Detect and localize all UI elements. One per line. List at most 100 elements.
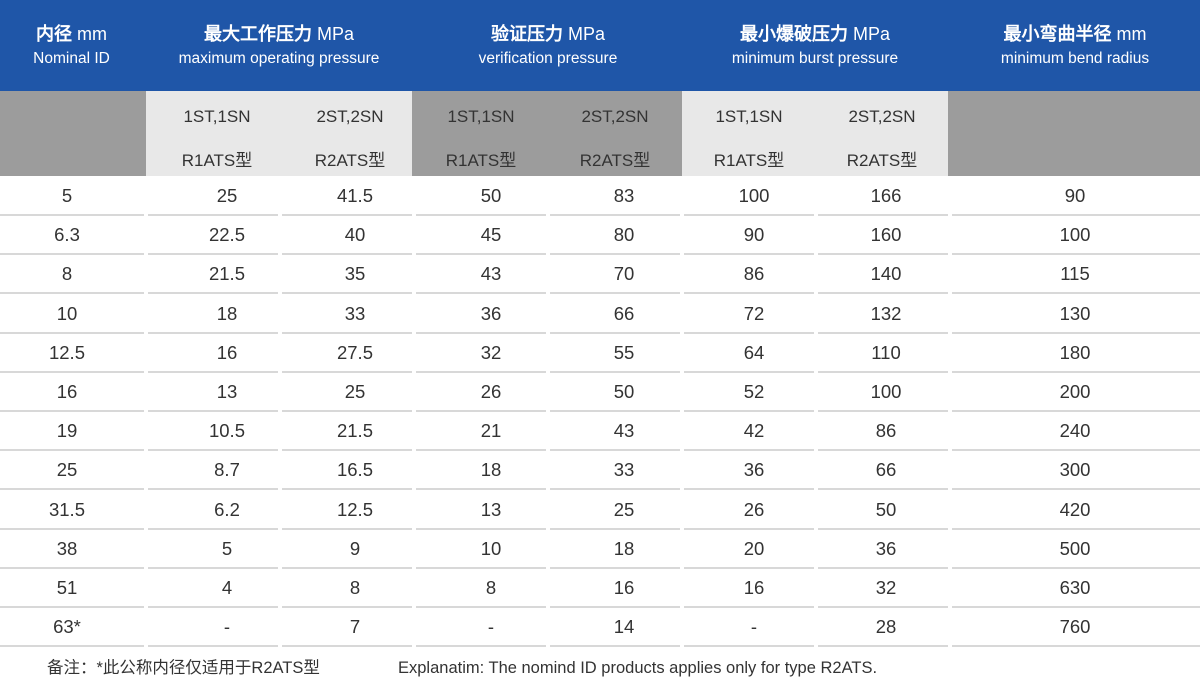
header-nominal-id-unit: mm bbox=[77, 24, 107, 44]
subheader-label-line2: R2ATS型 bbox=[579, 151, 651, 170]
table-cell: 6.2 bbox=[214, 499, 240, 520]
table-cell: 32 bbox=[480, 342, 502, 363]
header-nominal-id: 内径 mm Nominal ID bbox=[0, 0, 143, 91]
table-cell: 55 bbox=[613, 342, 635, 363]
subheader-group-burst bbox=[682, 91, 948, 176]
table-cell: 13 bbox=[480, 499, 502, 520]
header-max-operating-pressure-unit: MPa bbox=[317, 24, 355, 44]
table-cell: 760 bbox=[1059, 616, 1091, 637]
row-divider bbox=[0, 253, 1200, 255]
table-cell: 18 bbox=[216, 303, 238, 324]
header-max-operating-pressure: 最大工作压力 MPa maximum operating pressure bbox=[146, 0, 412, 91]
table-cell: 10.5 bbox=[208, 420, 245, 441]
table-cell: 18 bbox=[480, 459, 502, 480]
table-cell: 25 bbox=[56, 459, 78, 480]
table-cell: 45 bbox=[480, 224, 502, 245]
table-cell: - bbox=[487, 616, 495, 637]
table-row: 19 10.5 21.5 21 43 42 86 240 bbox=[0, 412, 1200, 451]
subheader-label-line2: R2ATS型 bbox=[846, 151, 918, 170]
header-max-operating-pressure-en: maximum operating pressure bbox=[178, 50, 380, 67]
subheader-label-line1: 2ST,2SN bbox=[581, 107, 649, 126]
table-cell: 100 bbox=[1059, 224, 1091, 245]
header-verification-pressure-unit: MPa bbox=[568, 24, 606, 44]
table-row: 31.5 6.2 12.5 13 25 26 50 420 bbox=[0, 491, 1200, 530]
table-cell: 35 bbox=[344, 263, 366, 284]
table-row: 16 13 25 26 50 52 100 200 bbox=[0, 373, 1200, 412]
table-cell: 200 bbox=[1059, 381, 1091, 402]
row-divider bbox=[0, 292, 1200, 294]
table-cell: 36 bbox=[743, 459, 765, 480]
table-cell: 6.3 bbox=[54, 224, 80, 245]
header-verification-pressure-en: verification pressure bbox=[478, 50, 618, 67]
table-cell: 5 bbox=[61, 185, 73, 206]
table-cell: 180 bbox=[1059, 342, 1091, 363]
table-cell: 80 bbox=[613, 224, 635, 245]
table-cell: 140 bbox=[870, 263, 902, 284]
table-cell: 8 bbox=[485, 577, 497, 598]
table-cell: 42 bbox=[743, 420, 765, 441]
table-cell: 18 bbox=[613, 538, 635, 559]
table-cell: 630 bbox=[1059, 577, 1091, 598]
subheader-label-line1: 2ST,2SN bbox=[848, 107, 916, 126]
table-cell: 20 bbox=[743, 538, 765, 559]
table-cell: 8 bbox=[61, 263, 73, 284]
table-cell: 12.5 bbox=[48, 342, 85, 363]
table-cell: 19 bbox=[56, 420, 78, 441]
row-divider bbox=[0, 410, 1200, 412]
table-cell: 16 bbox=[613, 577, 635, 598]
table-cell: 27.5 bbox=[336, 342, 373, 363]
table-cell: 38 bbox=[56, 538, 78, 559]
table-cell: 16 bbox=[56, 381, 78, 402]
table-cell: 50 bbox=[613, 381, 635, 402]
table-cell: 13 bbox=[216, 381, 238, 402]
table-cell: 300 bbox=[1059, 459, 1091, 480]
table-row: 10 18 33 36 66 72 132 130 bbox=[0, 295, 1200, 334]
table-cell: 32 bbox=[875, 577, 897, 598]
table-cell: 83 bbox=[613, 185, 635, 206]
table-cell: 16 bbox=[216, 342, 238, 363]
row-divider bbox=[0, 449, 1200, 451]
table-cell: 43 bbox=[480, 263, 502, 284]
header-nominal-id-zh: 内径 bbox=[35, 24, 72, 44]
table-row: 51 4 8 8 16 16 32 630 bbox=[0, 569, 1200, 608]
table-cell: 500 bbox=[1059, 538, 1091, 559]
table-cell: 5 bbox=[221, 538, 233, 559]
table-header bbox=[0, 0, 1200, 91]
row-divider bbox=[0, 332, 1200, 334]
subheader-label-line2: R1ATS型 bbox=[181, 151, 253, 170]
table-cell: 50 bbox=[480, 185, 502, 206]
table-cell: 86 bbox=[875, 420, 897, 441]
table-cell: 7 bbox=[349, 616, 361, 637]
header-min-bend-radius-en: minimum bend radius bbox=[1000, 50, 1150, 67]
row-divider bbox=[0, 567, 1200, 569]
table-cell: 10 bbox=[56, 303, 78, 324]
table-cell: 70 bbox=[613, 263, 635, 284]
table-cell: 25 bbox=[613, 499, 635, 520]
table-cell: 21.5 bbox=[208, 263, 245, 284]
table-row: 63* - 7 - 14 - 28 760 bbox=[0, 608, 1200, 647]
footnote-zh: 备注：*此公称内径仅适用于R2ATS型 bbox=[47, 659, 320, 677]
header-min-bend-radius-zh: 最小弯曲半径 bbox=[1003, 24, 1112, 44]
footnote-en: Explanatim: The nomind ID products appli… bbox=[398, 659, 878, 677]
header-min-bend-radius: 最小弯曲半径 mm minimum bend radius bbox=[950, 0, 1200, 91]
header-min-burst-pressure-zh: 最小爆破压力 bbox=[739, 24, 848, 44]
subheader-group-verification bbox=[414, 91, 682, 176]
table-cell: 21.5 bbox=[336, 420, 373, 441]
table-cell: 10 bbox=[480, 538, 502, 559]
table-cell: 16 bbox=[743, 577, 765, 598]
table-cell: 51 bbox=[56, 577, 78, 598]
table-cell: 36 bbox=[875, 538, 897, 559]
table-cell: 130 bbox=[1059, 303, 1091, 324]
table-cell: 31.5 bbox=[48, 499, 85, 520]
row-divider bbox=[0, 488, 1200, 490]
table-cell: 33 bbox=[344, 303, 366, 324]
table-cell: 86 bbox=[743, 263, 765, 284]
table-cell: 16.5 bbox=[336, 459, 373, 480]
subheader-label-line2: R1ATS型 bbox=[713, 151, 785, 170]
subheader-label-line2: R2ATS型 bbox=[314, 151, 386, 170]
table-cell: 22.5 bbox=[208, 224, 245, 245]
table-cell: 14 bbox=[613, 616, 635, 637]
table-row: 38 5 9 10 18 20 36 500 bbox=[0, 530, 1200, 569]
table-cell: 8 bbox=[349, 577, 361, 598]
subheader-label-line1: 1ST,1SN bbox=[447, 107, 515, 126]
